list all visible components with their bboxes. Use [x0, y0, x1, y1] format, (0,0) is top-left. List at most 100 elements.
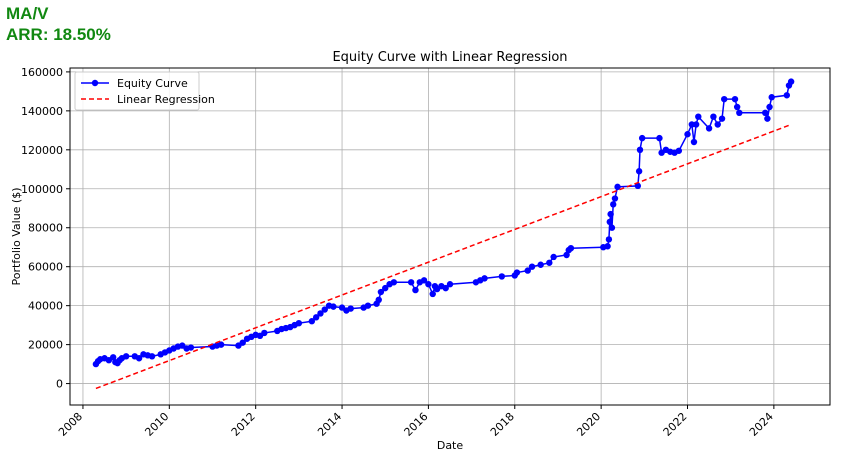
equity-point	[446, 281, 454, 288]
y-axis-title: Portfolio Value ($)	[10, 187, 23, 285]
equity-point	[736, 109, 743, 117]
equity-point	[567, 244, 575, 252]
x-tick-label: 2010	[142, 410, 171, 439]
equity-point	[308, 318, 316, 325]
equity-point	[705, 125, 713, 132]
equity-point	[607, 210, 614, 218]
equity-point	[610, 201, 617, 208]
equity-point	[714, 121, 721, 128]
equity-point	[692, 121, 700, 128]
equity-point	[524, 267, 531, 274]
equity-point	[312, 314, 320, 321]
x-axis-title: Date	[437, 439, 464, 452]
legend-box	[74, 71, 200, 111]
equity-point	[675, 147, 683, 154]
equity-point	[695, 113, 702, 120]
equity-point	[550, 253, 557, 261]
equity-point	[377, 288, 385, 296]
equity-point	[317, 310, 324, 317]
equity-point	[407, 279, 415, 286]
equity-point	[636, 146, 644, 154]
legend-equity-label: Equity Curve	[117, 77, 188, 90]
series-layer	[92, 78, 795, 390]
chart-title: Equity Curve with Linear Regression	[332, 50, 567, 65]
equity-point	[604, 243, 611, 250]
x-tick-label: 2022	[661, 410, 690, 439]
equity-point	[217, 341, 225, 348]
legend-regression-label: Linear Regression	[117, 93, 215, 106]
equity-point	[330, 303, 337, 310]
equity-point	[442, 284, 449, 292]
equity-point	[347, 305, 354, 312]
legend: Equity Curve Linear Regression	[74, 71, 215, 111]
ticker-label: MA/V	[6, 4, 49, 23]
regression-line	[95, 123, 792, 390]
equity-point	[733, 103, 741, 111]
equity-point	[635, 168, 643, 175]
arr-label: ARR: 18.50%	[6, 25, 111, 44]
equity-point	[656, 134, 663, 142]
equity-point	[710, 113, 717, 120]
x-tick-label: 2020	[574, 410, 603, 439]
equity-point	[766, 103, 773, 111]
y-tick-label: 0	[56, 378, 63, 391]
equity-point	[295, 319, 303, 327]
equity-point	[382, 284, 389, 292]
plot-frame	[69, 67, 831, 406]
x-tick-label: 2014	[315, 410, 344, 439]
y-tick-label: 80000	[28, 222, 63, 235]
equity-point	[546, 259, 553, 266]
strategy-header: MA/V ARR: 18.50%	[6, 3, 111, 45]
equity-point	[638, 134, 646, 142]
y-tick-label: 120000	[21, 144, 63, 157]
equity-point	[605, 236, 613, 243]
equity-point	[429, 290, 436, 298]
equity-point	[718, 115, 726, 122]
equity-point	[684, 131, 691, 138]
equity-point	[425, 281, 432, 288]
equity-point	[412, 286, 419, 294]
equity-point	[563, 251, 570, 259]
y-tick-label: 100000	[21, 183, 63, 196]
y-tick-label: 140000	[21, 105, 63, 118]
equity-point	[390, 279, 398, 286]
legend-equity-marker	[91, 79, 99, 87]
y-tick-label: 20000	[28, 339, 63, 352]
equity-point	[787, 78, 795, 85]
equity-point	[187, 344, 195, 351]
equity-point	[731, 95, 739, 103]
equity-point	[481, 275, 488, 282]
equity-point	[614, 183, 621, 191]
x-tick-label: 2016	[402, 410, 431, 439]
equity-point	[148, 353, 156, 360]
equity-point	[375, 296, 382, 304]
equity-point	[690, 138, 698, 146]
axis-ticks: 2008 2010 2012 2014 2016 2018 2020 2022 2024 0 200…	[21, 66, 776, 439]
equity-point	[762, 109, 769, 117]
equity-point	[608, 224, 616, 231]
equity-point	[122, 353, 130, 360]
equity-point	[498, 273, 506, 280]
equity-point	[135, 355, 143, 362]
x-tick-label: 2008	[56, 410, 85, 439]
equity-point	[537, 261, 544, 268]
equity-point	[783, 92, 791, 99]
x-tick-label: 2018	[488, 410, 517, 439]
equity-point	[261, 329, 268, 337]
equity-point	[764, 115, 771, 122]
equity-line	[95, 81, 792, 365]
equity-point	[513, 269, 521, 276]
equity-point	[768, 94, 775, 101]
x-tick-label: 2012	[229, 410, 258, 439]
equity-point	[420, 277, 428, 284]
equity-point	[721, 95, 728, 103]
y-tick-label: 160000	[21, 66, 63, 79]
equity-point	[364, 302, 372, 309]
x-tick-label: 2024	[747, 410, 776, 439]
y-tick-label: 40000	[28, 300, 63, 313]
equity-point	[606, 218, 613, 226]
y-tick-label: 60000	[28, 261, 63, 274]
equity-point	[109, 354, 117, 361]
equity-point	[528, 263, 536, 270]
